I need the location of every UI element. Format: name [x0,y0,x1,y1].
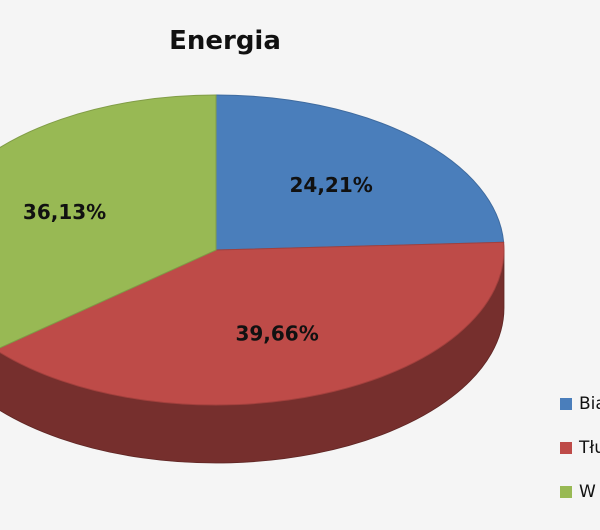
legend-swatch-1 [560,442,572,454]
legend-item-0: Bia [560,382,600,426]
legend-label-1: Tłu [579,438,600,458]
legend-item-2: W [560,470,600,514]
pie-slice-2 [0,94,217,349]
legend: Bia Tłu W [560,382,600,514]
chart-title: Energia [169,26,281,56]
legend-label-2: W [579,482,596,502]
pie-value-label-1: 39,66% [235,322,318,346]
pie-slice-0 [215,94,505,251]
pie-value-label-0: 24,21% [289,173,372,197]
legend-item-1: Tłu [560,426,600,470]
pie-value-label-2: 36,13% [23,200,106,224]
legend-swatch-2 [560,486,572,498]
legend-swatch-0 [560,398,572,410]
pie-slice-1 [0,241,505,406]
legend-label-0: Bia [579,394,600,414]
